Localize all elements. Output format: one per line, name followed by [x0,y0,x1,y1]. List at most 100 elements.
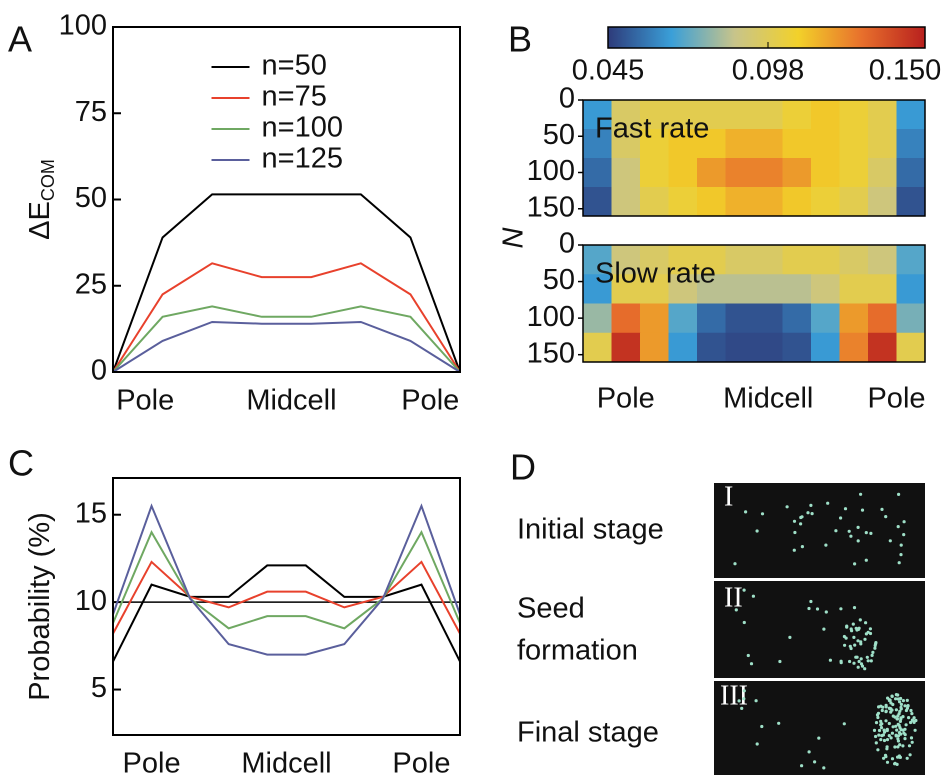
particle [809,599,813,604]
heatmap-cell [640,245,669,275]
particle [874,734,878,739]
heatmap-cell [811,245,840,275]
heatmap-cell [896,274,926,304]
panel-label: B [508,19,532,60]
particle [810,511,814,516]
x-tick-label: Pole [116,385,174,417]
heatmap-frame [582,244,926,363]
particle [843,643,847,647]
particle [744,510,748,514]
y-tick-label: 150 [527,337,575,369]
particle [902,520,906,524]
particle [848,659,852,664]
particle [887,698,892,702]
y-axis-label: Probability (%) [24,512,56,701]
heatmap-cell [896,129,926,159]
heatmap-cell [583,274,612,304]
particle [799,515,803,520]
particle [864,531,868,535]
heatmap-cell [782,332,812,363]
heatmap-cell [583,303,612,334]
particle [872,728,877,733]
heatmap-cell [668,332,698,363]
panel-label: D [510,447,536,488]
particle [858,618,862,622]
particle [839,607,843,611]
y-tick-label: 50 [75,182,107,214]
heatmap-cell [868,100,897,130]
y-tick-label: 5 [91,672,107,704]
legend-label: n=125 [262,143,343,175]
particle [893,745,897,749]
particle [877,728,882,733]
x-tick-label: Pole [867,383,925,415]
particle [899,717,903,721]
heatmap-cell [640,332,669,363]
stage-numeral: I [724,481,733,512]
heatmap-cell [697,129,726,159]
particle [890,694,894,698]
frame [714,681,925,775]
colorbar [607,26,926,49]
heatmap-cell [811,100,840,130]
heatmap-cell [697,332,726,363]
heatmap-cell [811,303,840,334]
plot-frame [112,26,461,373]
frame [714,581,925,678]
y-tick-label: 100 [59,10,107,42]
particle [890,731,895,735]
heatmap-cell [583,158,612,188]
particle [897,754,902,758]
heatmap-cell [668,274,698,304]
heatmap-cell [896,100,926,130]
heatmap-cell [782,303,812,334]
series-line [112,320,461,373]
particle [751,594,756,598]
particle [807,606,811,611]
particle [792,519,797,523]
particle [885,738,890,742]
particle [896,734,901,738]
particle [754,699,758,703]
heatmap-cell [839,100,869,130]
heatmap-cell [782,100,812,130]
heatmap-cell [754,158,783,188]
particle [847,529,851,533]
particle [876,748,880,752]
particle [899,705,903,710]
particle [863,637,867,641]
heatmap-cell [611,158,641,188]
particle [843,507,848,511]
particle [800,764,804,768]
heatmap-cell [640,303,669,334]
particle [907,716,911,720]
heatmap-cell [754,129,783,159]
particle [912,716,916,720]
heatmap-cell [697,303,726,334]
y-tick-label: 75 [75,96,107,128]
particle [889,736,893,740]
heatmap-cell [668,187,698,217]
particle [903,704,907,708]
stage-caption: formation [517,635,638,667]
particle [800,545,805,549]
particle [826,501,830,505]
heatmap-cell [611,129,641,159]
particle [828,658,833,662]
heatmap-cell [782,158,812,188]
heatmap-cell [697,187,726,217]
particle [849,534,853,538]
heatmap-cell [725,129,755,159]
heatmap-cell [782,187,812,217]
series-line [112,564,461,663]
particle [896,739,901,743]
particle [879,726,884,730]
particle [793,530,797,535]
particle [865,655,869,659]
stage-numeral: III [720,680,748,711]
particle [890,757,895,761]
heatmap-cell [583,332,612,363]
particle [909,720,913,725]
heatmap-cell [725,245,755,275]
particle [874,721,879,725]
